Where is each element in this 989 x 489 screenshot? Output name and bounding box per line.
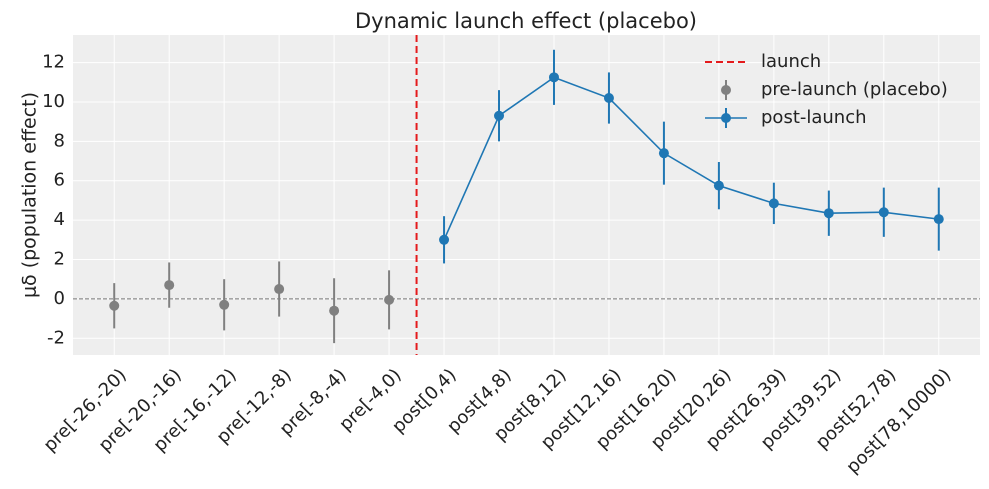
point	[274, 284, 285, 295]
point	[878, 207, 889, 218]
point	[658, 148, 669, 159]
y-tick-label: 10	[42, 91, 65, 112]
y-tick-label: 2	[54, 248, 65, 269]
point	[329, 305, 340, 316]
y-tick-label: 4	[54, 209, 65, 230]
legend-swatch	[721, 113, 731, 123]
point	[494, 110, 505, 121]
x-tick-label: post[78,10000)	[842, 365, 955, 478]
y-tick-label: 6	[54, 170, 65, 191]
point	[548, 72, 559, 83]
point	[384, 294, 395, 305]
point	[933, 214, 944, 225]
y-tick-label: 12	[42, 52, 65, 73]
point	[603, 93, 614, 104]
legend-label: post-launch	[761, 107, 867, 128]
legend-label: pre-launch (placebo)	[761, 79, 948, 100]
y-tick-label: 8	[54, 130, 65, 151]
point	[439, 234, 450, 245]
y-tick-label: -2	[47, 327, 65, 348]
point	[823, 208, 834, 219]
legend-swatch	[721, 85, 731, 95]
y-tick-label: 0	[54, 288, 65, 309]
point	[109, 300, 120, 311]
legend: launch pre-launch (placebo) post-launch	[705, 51, 948, 128]
chart-title: Dynamic launch effect (placebo)	[355, 9, 697, 33]
point	[164, 280, 175, 291]
point	[768, 198, 779, 209]
series-line	[443, 76, 939, 241]
legend-label: launch	[761, 51, 821, 72]
point	[713, 180, 724, 191]
point	[219, 299, 230, 310]
y-axis-label: μδ (population effect)	[19, 92, 41, 298]
